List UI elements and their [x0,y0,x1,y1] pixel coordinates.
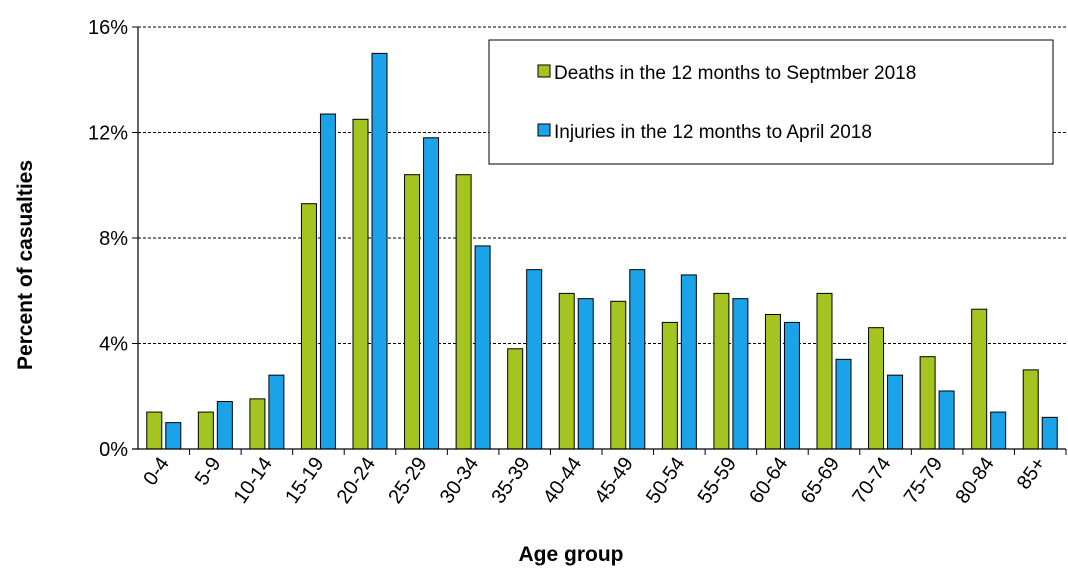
bars [146,52,1058,450]
injuries-bar [1041,416,1058,450]
x-tick-label: 50-54 [642,453,689,508]
injuries-bar [268,374,285,450]
deaths-bar [661,321,678,450]
legend-swatch-injuries [537,123,551,137]
injuries-bar [783,321,800,450]
injuries-bar [474,245,491,450]
injuries-bar [887,374,904,450]
deaths-bar [146,411,163,450]
x-tick-label: 45-49 [591,453,638,508]
deaths-bar [764,313,781,450]
x-tick-label: 35-39 [487,453,534,508]
deaths-bar [249,398,266,450]
injuries-bar [629,269,646,450]
y-tick-label: 16% [88,17,128,39]
injuries-bar [371,52,388,450]
x-tick-label: 40-44 [539,453,586,508]
injuries-bar [732,298,749,450]
deaths-bar [713,292,730,450]
deaths-bar [919,356,936,450]
injuries-bar [990,411,1007,450]
deaths-bar [507,348,524,450]
x-tick-label: 15-19 [281,453,328,508]
deaths-bar [197,411,214,450]
legend-swatch-deaths [537,64,551,78]
injuries-bar [319,113,336,450]
y-tick-label: 12% [88,123,128,145]
deaths-bar [558,292,575,450]
injuries-bar [938,390,955,450]
x-tick-label: 10-14 [230,453,277,508]
y-tick-label: 4% [99,334,128,356]
injuries-bar [526,269,543,450]
deaths-bar [816,292,833,450]
x-tick-label: 80-84 [951,453,998,508]
deaths-bar [300,203,317,450]
deaths-bar [455,174,472,450]
y-tick-label: 8% [99,228,128,250]
x-tick-label: 20-24 [333,453,380,508]
legend: Deaths in the 12 months to Septmber 2018… [488,39,1054,165]
x-tick-label: 5-9 [191,453,226,489]
x-axis-title: Age group [519,543,624,566]
legend-box [488,39,1054,165]
x-tick-label: 30-34 [436,453,483,508]
legend-label-deaths: Deaths in the 12 months to Septmber 2018 [554,63,916,84]
x-tick-label: 0-4 [139,453,174,489]
deaths-bar [868,327,885,450]
deaths-bar [404,174,421,450]
x-tick-label: 25-29 [384,453,431,508]
injuries-bar [680,274,697,450]
legend-label-injuries: Injuries in the 12 months to April 2018 [554,122,872,143]
x-tick-label: 65-69 [797,453,844,508]
deaths-bar [971,308,988,450]
x-tick-label: 85+ [1013,453,1050,493]
x-tick-label: 55-59 [694,453,741,508]
x-tick-label: 60-64 [745,453,792,508]
x-tick-label: 75-79 [900,453,947,508]
injuries-bar [835,358,852,450]
deaths-bar [1022,369,1039,450]
injuries-bar [577,298,594,450]
deaths-bar [352,118,369,450]
y-axis-title: Percent of casualties [14,160,37,370]
injuries-bar [216,401,233,450]
deaths-bar [610,300,627,450]
x-tick-label: 70-74 [848,453,895,508]
injuries-bar [165,422,182,450]
y-tick-label: 0% [99,439,128,461]
injuries-bar [423,137,440,450]
